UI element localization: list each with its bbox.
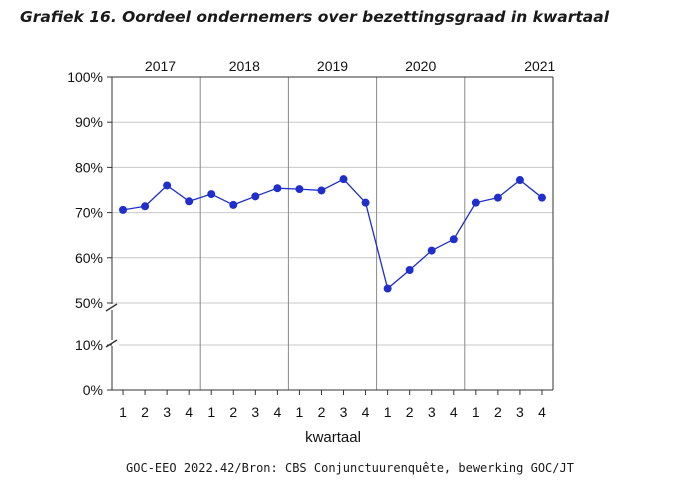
data-point xyxy=(471,198,480,207)
year-label: 2021 xyxy=(524,58,555,74)
x-tick-label: 4 xyxy=(450,404,458,420)
x-tick-label: 3 xyxy=(251,404,259,420)
y-tick-label: 50% xyxy=(75,295,103,311)
data-point xyxy=(361,198,370,207)
plot-frame xyxy=(105,76,554,391)
grid-lines xyxy=(112,77,553,390)
year-labels: 2017 2018 2019 2020 2021 xyxy=(145,58,556,74)
data-point xyxy=(185,197,194,206)
data-point xyxy=(163,181,172,190)
data-point xyxy=(383,284,392,293)
data-point xyxy=(295,185,304,194)
x-tick-label: 1 xyxy=(296,404,304,420)
x-tick-label: 3 xyxy=(428,404,436,420)
year-label: 2018 xyxy=(229,58,260,74)
y-tick-label: 80% xyxy=(75,159,103,175)
year-label: 2017 xyxy=(145,58,176,74)
data-point xyxy=(207,190,216,199)
x-tick-label: 1 xyxy=(119,404,127,420)
data-point xyxy=(449,235,458,244)
y-tick-label: 10% xyxy=(75,337,103,353)
data-point xyxy=(493,193,502,202)
x-tick-label: 2 xyxy=(229,404,237,420)
data-point xyxy=(515,176,524,185)
x-tick-label: 1 xyxy=(472,404,480,420)
x-tick-label: 1 xyxy=(384,404,392,420)
x-axis-label: kwartaal xyxy=(305,429,361,446)
x-tick-label: 2 xyxy=(141,404,149,420)
y-tick-label: 60% xyxy=(75,250,103,266)
series-group xyxy=(119,175,546,293)
data-point xyxy=(273,184,282,193)
x-tick-label: 3 xyxy=(340,404,348,420)
x-tick-label: 3 xyxy=(163,404,171,420)
data-point xyxy=(229,200,238,209)
x-tick-label: 3 xyxy=(516,404,524,420)
x-tick-label: 4 xyxy=(538,404,546,420)
x-tick-label: 4 xyxy=(362,404,370,420)
year-label: 2019 xyxy=(317,58,348,74)
data-point xyxy=(317,186,326,195)
y-tick-label: 70% xyxy=(75,205,103,221)
y-tick-label: 100% xyxy=(67,69,103,85)
x-tick-label: 4 xyxy=(273,404,281,420)
data-point xyxy=(427,246,436,255)
data-point xyxy=(537,193,546,202)
x-tick-label: 2 xyxy=(318,404,326,420)
y-tick-label: 90% xyxy=(75,114,103,130)
data-point xyxy=(405,266,414,275)
series-line xyxy=(122,178,543,290)
x-tick-label: 1 xyxy=(207,404,215,420)
data-point xyxy=(339,175,348,184)
axis-break-mark xyxy=(105,339,118,348)
x-tick-label: 4 xyxy=(185,404,193,420)
axis-break-mark xyxy=(105,303,118,312)
data-point xyxy=(251,192,260,201)
x-tick-label: 2 xyxy=(494,404,502,420)
data-point xyxy=(141,202,150,211)
source-note: GOC-EEO 2022.42/Bron: CBS Conjunctuurenq… xyxy=(126,461,574,475)
data-point xyxy=(119,205,128,214)
year-label: 2020 xyxy=(405,58,436,74)
y-axis-ticks: 100% 90% 80% 70% 60% 50% 10% 0% xyxy=(67,69,112,398)
x-tick-label: 2 xyxy=(406,404,414,420)
chart-title: Grafiek 16. Oordeel ondernemers over bez… xyxy=(20,8,610,26)
y-tick-label: 0% xyxy=(83,382,103,398)
